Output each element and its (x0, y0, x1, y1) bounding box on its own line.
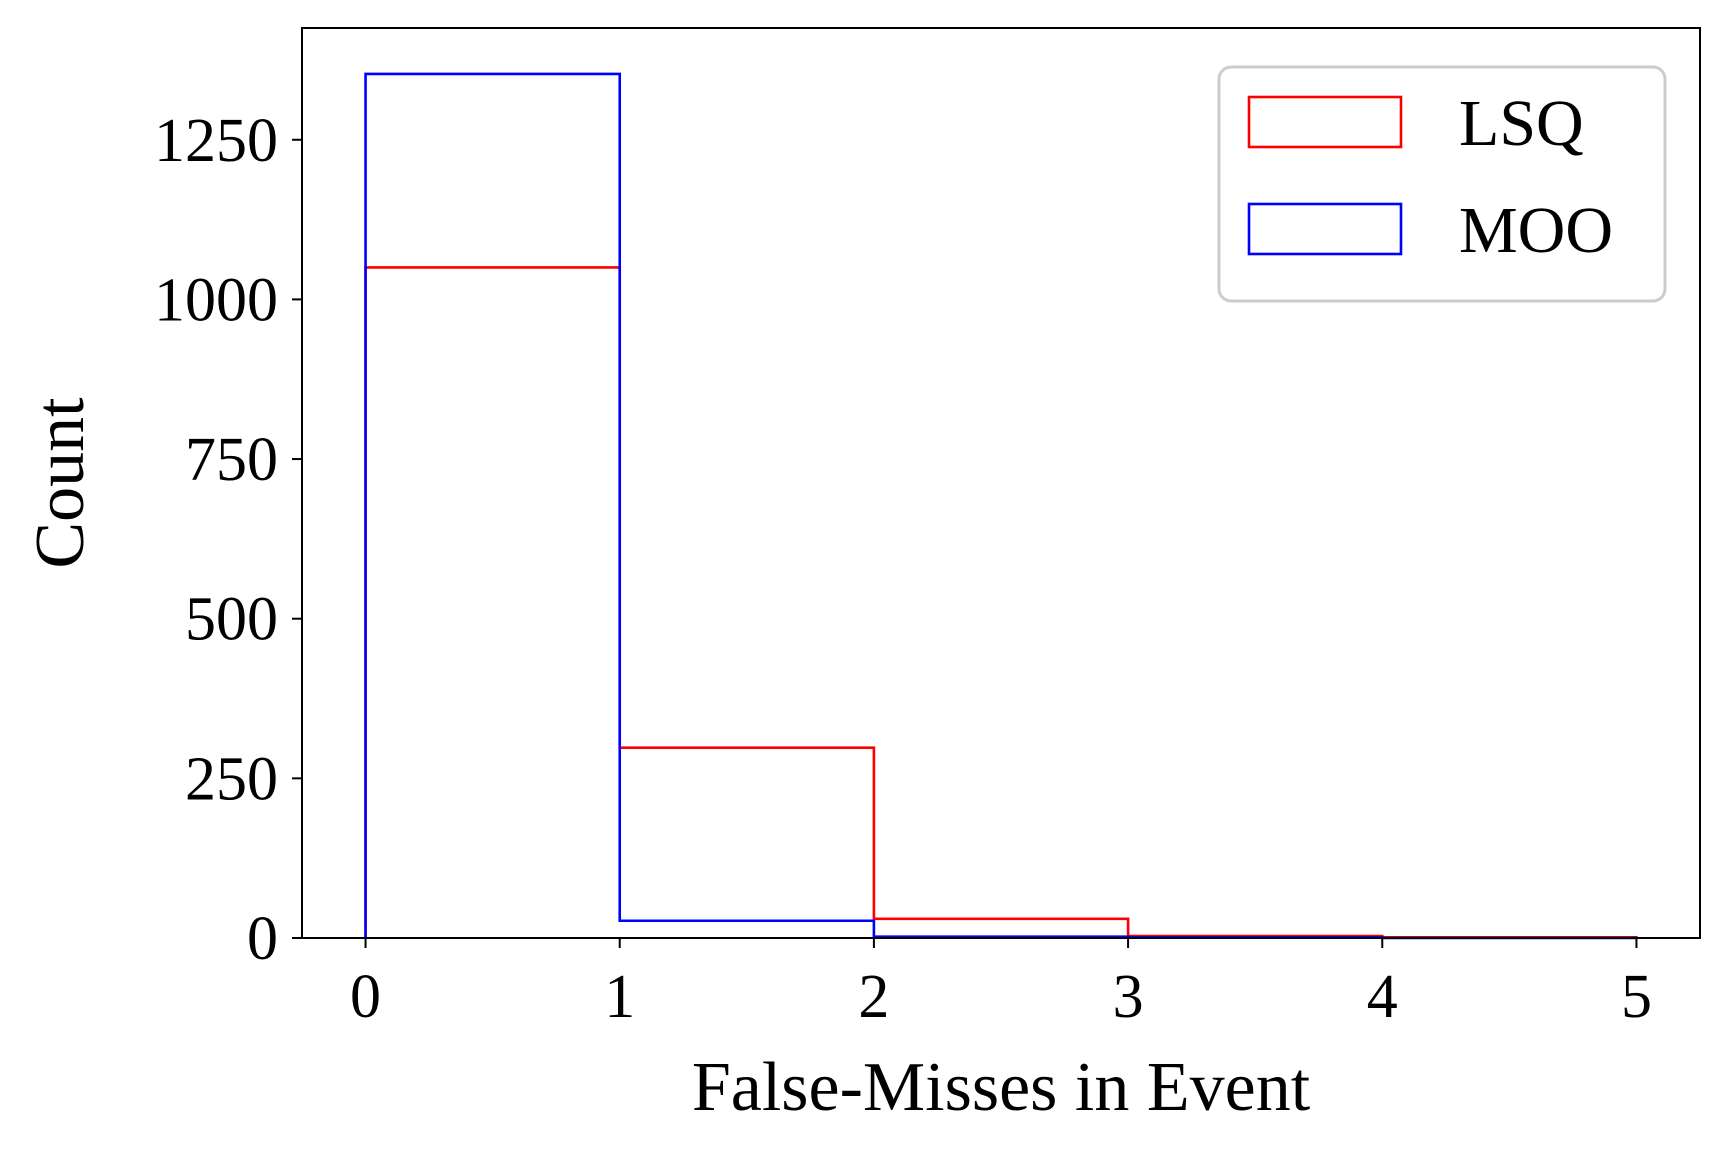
x-tick-label: 5 (1621, 963, 1652, 1031)
x-axis-label: False-Misses in Event (692, 1049, 1311, 1126)
y-tick-label: 0 (247, 905, 278, 973)
axes-frame (301, 27, 1701, 939)
series-step-lsq (364, 266, 1638, 939)
x-tick-label: 0 (350, 963, 381, 1031)
y-tick-label: 500 (185, 586, 278, 654)
y-tick-label: 750 (185, 426, 278, 494)
y-tick-label: 1250 (154, 107, 278, 175)
legend-swatch-moo (1247, 202, 1403, 256)
legend-label-lsq: LSQ (1459, 87, 1584, 160)
y-axis-label: Count (22, 397, 99, 569)
legend-label-moo: MOO (1459, 194, 1613, 267)
y-axis-ticks: 0 250 500 750 1000 1250 (154, 107, 302, 973)
x-tick-label: 4 (1367, 963, 1398, 1031)
x-tick-label: 2 (858, 963, 889, 1031)
x-tick-label: 3 (1113, 963, 1144, 1031)
legend-swatch-lsq (1247, 95, 1403, 149)
x-tick-label: 1 (604, 963, 635, 1031)
legend: LSQ MOO (1217, 65, 1667, 303)
legend-frame (1217, 65, 1667, 303)
x-axis-ticks: 0 1 2 3 4 5 (350, 938, 1652, 1031)
y-tick-label: 250 (185, 745, 278, 813)
y-tick-label: 1000 (154, 266, 278, 334)
